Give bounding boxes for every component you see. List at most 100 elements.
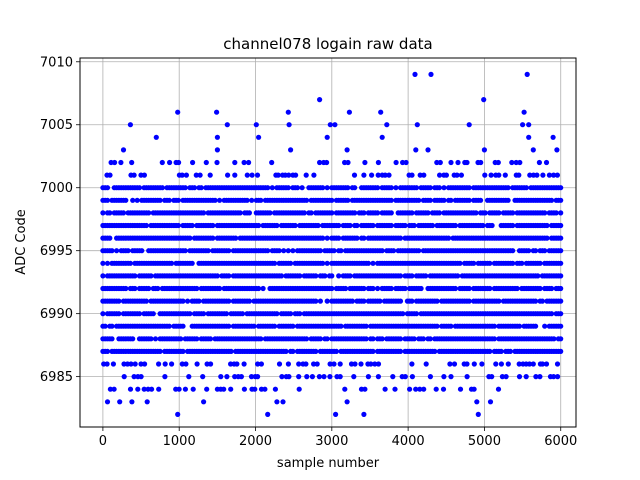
data-point xyxy=(452,222,458,229)
data-point xyxy=(369,172,375,178)
data-point xyxy=(286,172,292,178)
data-point xyxy=(324,336,330,342)
data-point xyxy=(388,197,394,203)
data-point xyxy=(223,311,230,317)
data-point xyxy=(292,222,298,229)
data-point xyxy=(132,273,138,279)
data-point xyxy=(533,298,539,304)
data-point xyxy=(278,273,285,279)
data-point xyxy=(294,185,301,191)
data-point xyxy=(413,386,419,392)
data-point xyxy=(478,159,484,166)
data-point xyxy=(370,222,376,229)
data-point xyxy=(420,336,426,342)
data-point xyxy=(265,248,271,254)
data-point xyxy=(128,361,134,367)
data-point xyxy=(136,311,143,317)
data-point xyxy=(120,147,127,153)
data-point xyxy=(409,298,415,304)
data-point xyxy=(109,336,115,342)
axis-ticks: 0 1000 2000 3000 4000 5000 6000 6985 6990 6995 700… xyxy=(40,55,577,449)
data-point xyxy=(303,361,309,367)
data-point xyxy=(455,273,461,279)
data-point xyxy=(443,172,449,178)
x-tick-label: 4000 xyxy=(392,434,425,449)
data-point xyxy=(187,235,193,241)
data-point xyxy=(112,159,118,166)
data-point xyxy=(510,210,516,216)
data-point xyxy=(114,248,120,254)
data-point xyxy=(441,197,447,203)
data-point xyxy=(104,197,111,203)
data-point xyxy=(481,97,487,103)
data-point xyxy=(313,273,319,279)
data-point xyxy=(249,197,255,203)
data-point xyxy=(324,159,330,166)
data-point xyxy=(434,298,440,304)
data-point xyxy=(397,273,404,279)
data-point xyxy=(558,348,564,354)
data-point xyxy=(269,159,275,166)
data-point xyxy=(324,235,330,241)
data-point xyxy=(558,285,564,292)
data-point xyxy=(329,285,335,292)
data-point xyxy=(351,172,358,178)
data-point xyxy=(324,260,330,266)
data-point xyxy=(546,172,553,178)
data-point xyxy=(551,172,557,178)
data-point xyxy=(237,210,243,216)
data-point xyxy=(241,361,247,367)
data-point xyxy=(549,311,555,317)
data-point xyxy=(214,147,220,153)
x-tick-label: 0 xyxy=(99,434,107,449)
data-point xyxy=(288,147,294,153)
data-point xyxy=(542,248,548,254)
data-point xyxy=(363,336,369,342)
data-point xyxy=(309,374,315,380)
data-point xyxy=(285,361,291,367)
data-point xyxy=(471,361,477,367)
data-point xyxy=(228,386,234,392)
data-point xyxy=(156,361,162,367)
data-point xyxy=(347,222,353,229)
data-point xyxy=(207,172,213,178)
data-point xyxy=(433,386,439,392)
data-point xyxy=(185,298,191,304)
data-point xyxy=(324,185,330,191)
data-point xyxy=(159,159,165,166)
data-point xyxy=(267,210,273,216)
data-point xyxy=(403,159,409,166)
data-point xyxy=(558,197,564,203)
data-point xyxy=(313,298,319,304)
data-point xyxy=(316,374,322,380)
data-point xyxy=(167,159,173,166)
data-point xyxy=(554,172,561,178)
data-point xyxy=(491,323,497,329)
data-point xyxy=(382,386,388,392)
data-point xyxy=(269,185,275,191)
data-point xyxy=(417,172,423,178)
data-point xyxy=(138,361,144,367)
data-point xyxy=(258,197,264,203)
data-point xyxy=(290,348,296,354)
data-point xyxy=(514,285,520,292)
data-point xyxy=(558,185,564,191)
data-point xyxy=(290,248,296,254)
data-point xyxy=(130,336,136,342)
data-point xyxy=(505,197,511,203)
plot-area-frame xyxy=(79,57,577,428)
data-point xyxy=(276,361,283,367)
data-point xyxy=(258,336,264,342)
data-point xyxy=(190,386,196,392)
data-point xyxy=(320,260,326,266)
data-point xyxy=(142,361,148,367)
data-point xyxy=(301,210,307,216)
data-point xyxy=(513,159,519,166)
data-point xyxy=(526,248,532,254)
data-point xyxy=(317,248,323,254)
data-point xyxy=(436,185,442,191)
data-point xyxy=(127,122,133,128)
data-point xyxy=(143,298,149,304)
y-tick-label: 7000 xyxy=(40,181,73,196)
data-point xyxy=(212,197,218,203)
